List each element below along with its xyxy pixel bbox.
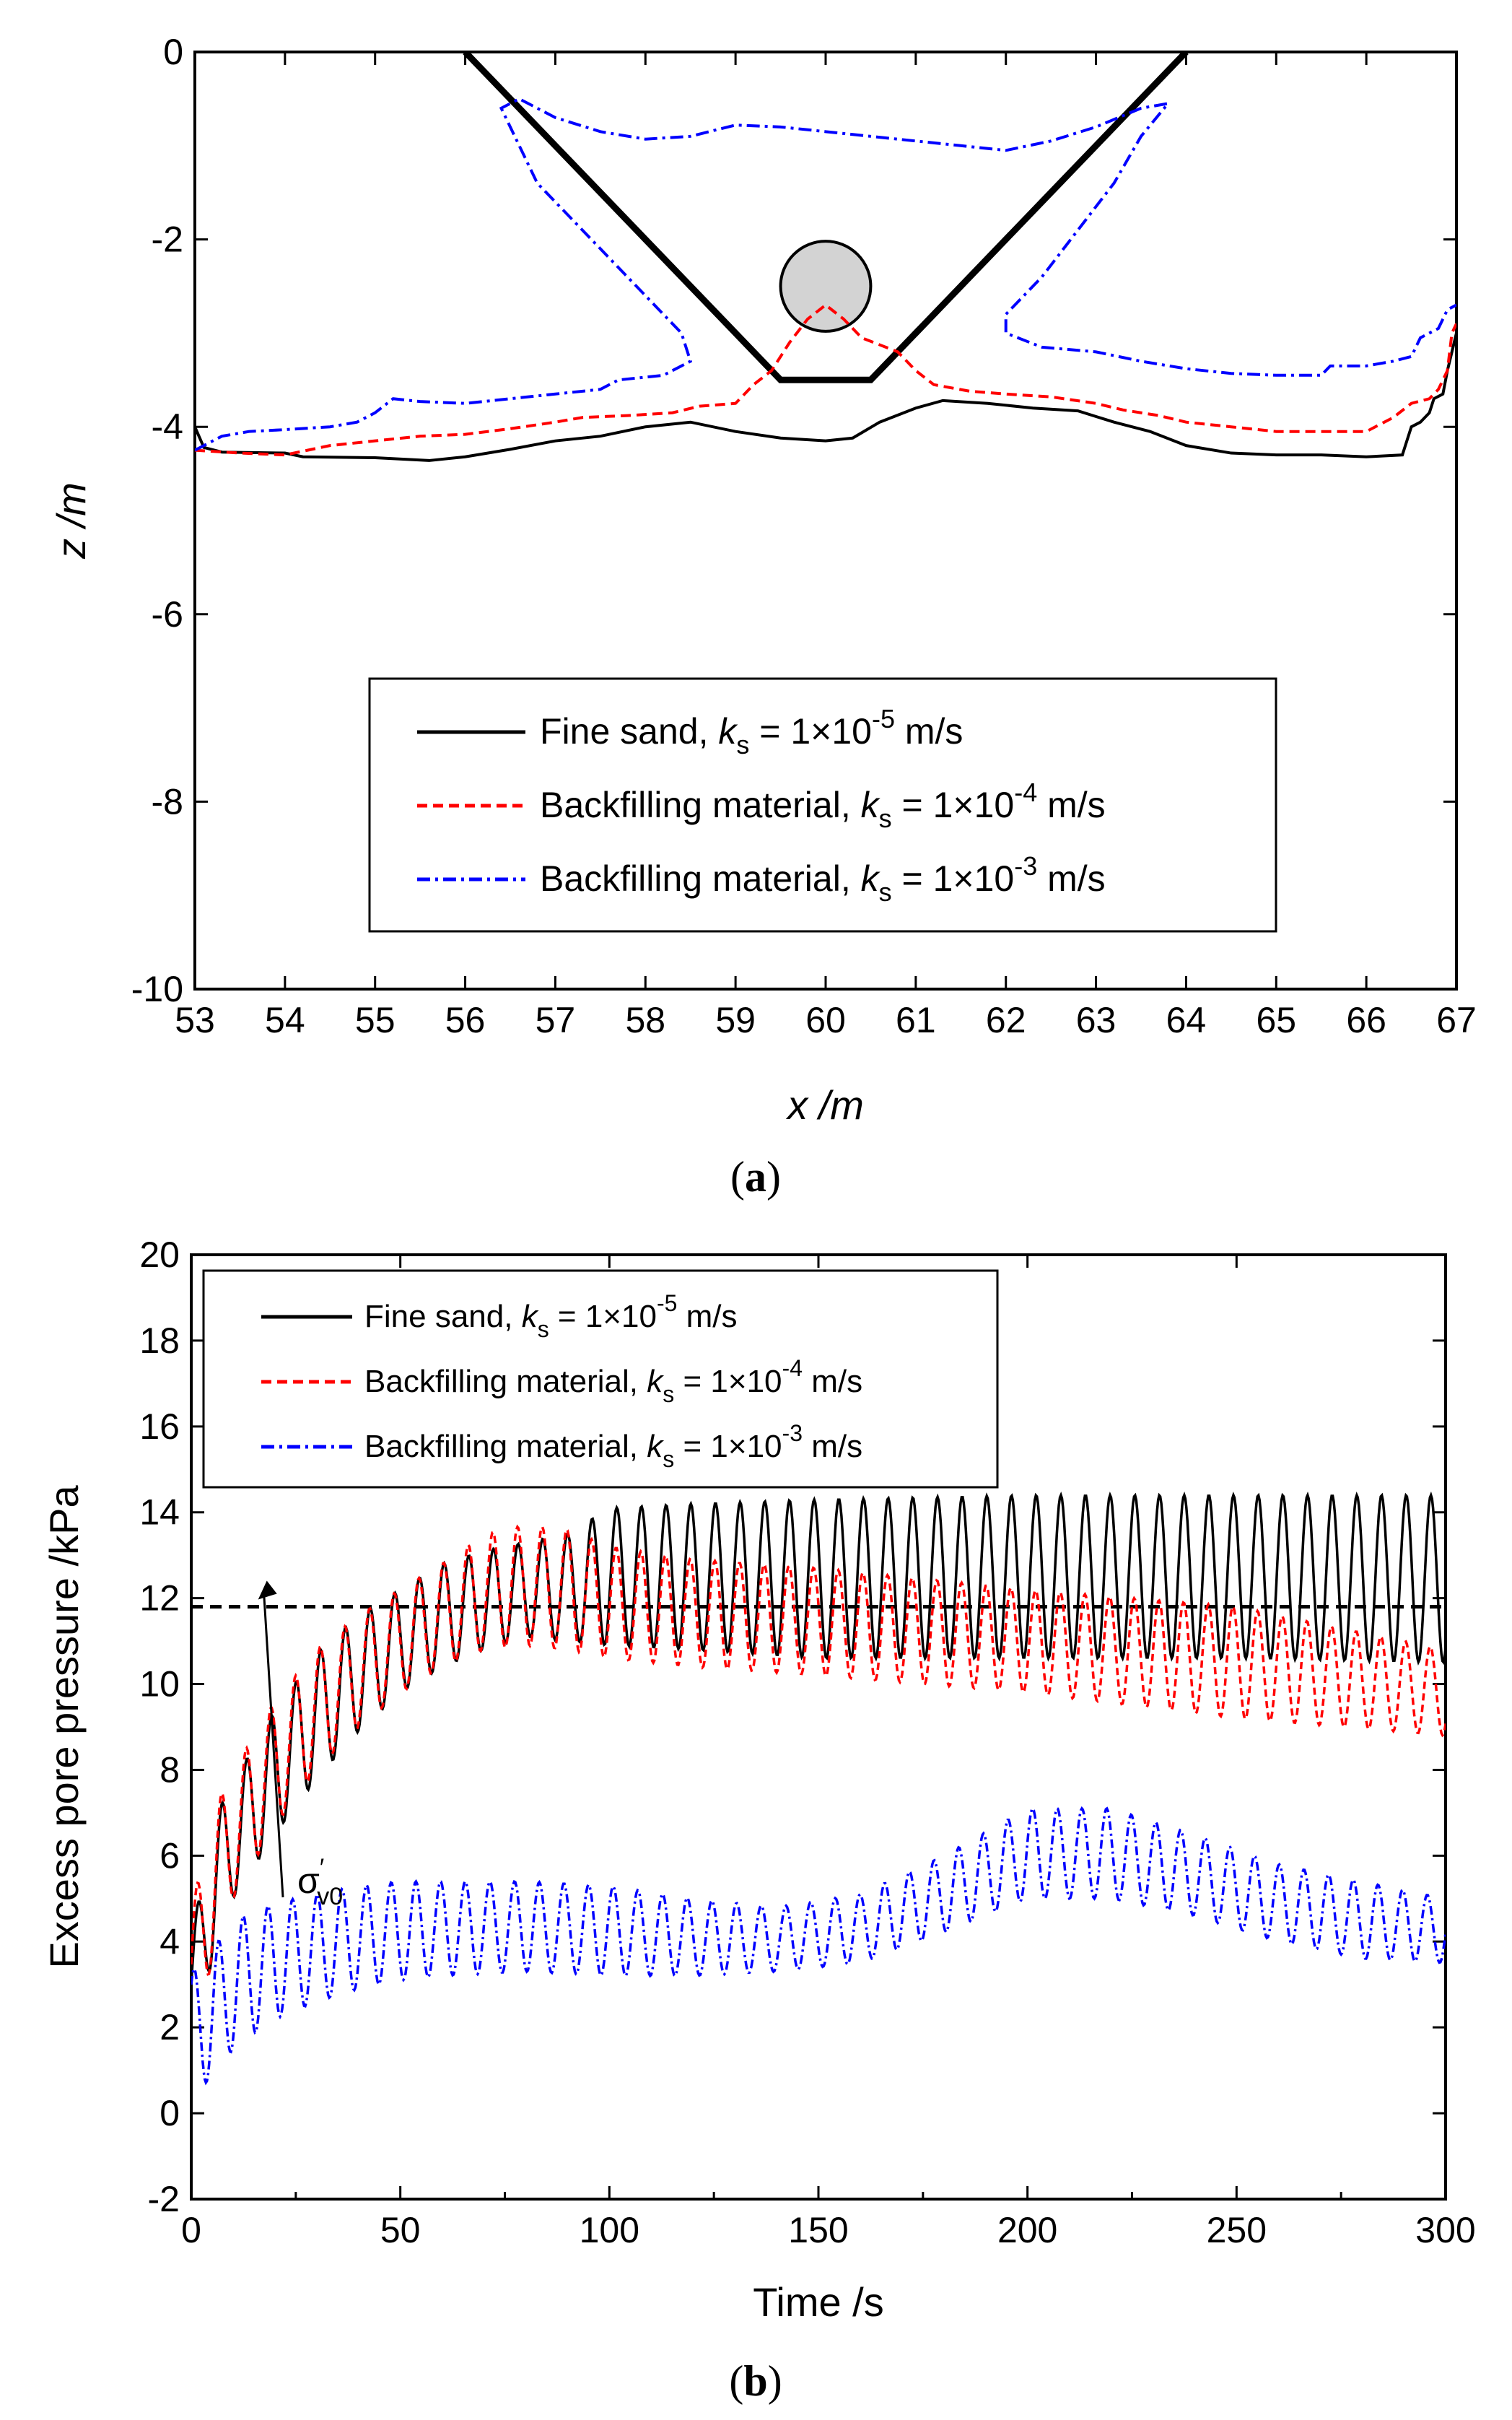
pipe-circle [779, 240, 873, 333]
b-y-tick-label: 8 [159, 1749, 180, 1790]
b-x-tick-label: 200 [997, 2210, 1057, 2250]
trench-outline [463, 52, 1189, 383]
b-line-backfilling-1e-4 [191, 1524, 1446, 1976]
a-legend-label-backfilling-1e-4: Backfilling material, ks = 1×10-4 m/s [540, 778, 1106, 833]
b-line-backfilling-1e-3 [191, 1806, 1446, 2086]
a-x-tick-label: 66 [1346, 1000, 1386, 1040]
a-y-tick-label: -6 [152, 594, 183, 635]
a-x-tick-label: 64 [1166, 1000, 1207, 1040]
a-x-tick-label: 63 [1076, 1000, 1116, 1040]
panel-b-caption: (b) [729, 2357, 782, 2405]
b-y-tick-label: 18 [139, 1320, 180, 1361]
a-x-tick-label: 60 [805, 1000, 846, 1040]
a-y-tick-label: -8 [152, 781, 183, 822]
b-y-tick-label: 10 [139, 1664, 180, 1705]
b-x-tick-label: 150 [788, 2210, 848, 2250]
b-y-tick-label: 6 [159, 1835, 180, 1876]
panel-a-legend: Fine sand, ks = 1×10-5 m/s Backfilling ma… [368, 677, 1277, 933]
a-x-tick-label: 67 [1436, 1000, 1477, 1040]
b-y-tick-label: 0 [159, 2093, 180, 2133]
sigma-v0-label: σ′ v0 [297, 1854, 343, 1910]
b-y-tick-label: 16 [139, 1406, 180, 1447]
a-line-fine-sand [195, 332, 1456, 462]
a-x-tick-label: 65 [1256, 1000, 1296, 1040]
a-x-tick-label: 57 [536, 1000, 576, 1040]
a-x-tick-label: 58 [625, 1000, 665, 1040]
b-y-tick-label: 12 [139, 1578, 180, 1619]
b-y-tick-label: 4 [159, 1921, 180, 1962]
a-legend-label-fine-sand: Fine sand, ks = 1×10-5 m/s [540, 704, 963, 759]
b-y-tick-label: 20 [139, 1235, 180, 1275]
b-x-tick-label: 50 [380, 2210, 421, 2250]
b-y-tick-label: 14 [139, 1492, 180, 1533]
a-legend-label-backfilling-1e-3: Backfilling material, ks = 1×10-3 m/s [540, 851, 1106, 907]
b-x-tick-label: 250 [1207, 2210, 1267, 2250]
a-line-backfilling-1e-3 [195, 97, 1456, 452]
sigma-v0-annotation: σ′ v0 [258, 1580, 343, 1910]
b-y-tick-label: -2 [148, 2179, 180, 2219]
panel-b-legend: Fine sand, ks = 1×10-5 m/s Backfilling ma… [202, 1269, 999, 1489]
b-legend-label-backfilling-1e-4: Backfilling material, ks = 1×10-4 m/s [364, 1355, 862, 1407]
b-legend-label-backfilling-1e-3: Backfilling material, ks = 1×10-3 m/s [364, 1420, 862, 1472]
b-line-fine-sand [191, 1491, 1446, 1985]
a-y-tick-label: 0 [163, 32, 183, 72]
b-legend-label-fine-sand: Fine sand, ks = 1×10-5 m/s [364, 1290, 738, 1342]
a-y-tick-label: -10 [131, 969, 183, 1009]
panel-a-x-label: x /m [785, 1082, 864, 1128]
b-x-tick-label: 300 [1415, 2210, 1475, 2250]
panel-b-y-label: Excess pore pressure /kPa [41, 1485, 87, 1969]
sigma-arrow-shaft [263, 1593, 284, 1898]
panel-b-legend-box [202, 1269, 999, 1489]
a-y-tick-label: -2 [152, 219, 183, 260]
panel-a-caption: (a) [730, 1153, 781, 1201]
b-x-tick-label: 0 [181, 2210, 201, 2250]
panel-a-chart: 53 54 55 56 57 58 59 60 61 62 63 64 65 66 67 0 -2 -4 -6 -8 -… [48, 32, 1477, 1201]
b-x-tick-label: 100 [580, 2210, 639, 2250]
a-line-backfilling-1e-4 [195, 302, 1456, 457]
sigma-arrow-head [258, 1580, 277, 1600]
a-x-tick-label: 54 [265, 1000, 305, 1040]
b-y-tick-label: 2 [159, 2007, 180, 2047]
a-x-tick-label: 56 [445, 1000, 486, 1040]
a-x-tick-label: 53 [175, 1000, 215, 1040]
panel-a-y-label: z /m [48, 482, 94, 560]
a-x-tick-label: 59 [715, 1000, 756, 1040]
a-x-tick-label: 62 [986, 1000, 1026, 1040]
a-x-tick-label: 55 [355, 1000, 396, 1040]
a-y-tick-label: -4 [152, 406, 183, 447]
panel-b-x-label: Time /s [753, 2279, 883, 2325]
a-x-tick-label: 61 [896, 1000, 936, 1040]
